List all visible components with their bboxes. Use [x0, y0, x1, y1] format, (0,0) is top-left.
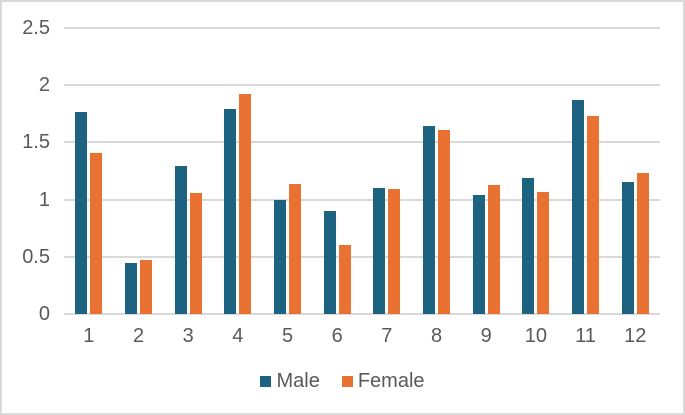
bar-female-10	[537, 191, 550, 314]
x-axis: 1 2 3 4 5 6 7 8 9 10 11 12	[64, 325, 660, 347]
gridline	[64, 84, 660, 87]
y-axis: 0 0.5 1 1.5 2 2.5	[2, 18, 50, 324]
legend-label-male: Male	[276, 370, 320, 392]
bar-group-1	[64, 28, 114, 314]
bar-male-3	[174, 166, 187, 314]
bar-female-5	[289, 183, 302, 314]
y-tick-label: 1.5	[22, 131, 50, 154]
y-tick-label: 0	[38, 303, 50, 325]
x-tick-label: 7	[381, 325, 393, 347]
x-tick-label: 4	[232, 325, 244, 347]
bar-male-5	[274, 199, 287, 314]
legend-item-female: Female	[341, 370, 425, 393]
bar-female-11	[587, 116, 600, 314]
bar-group-7	[362, 28, 412, 314]
bar-group-3	[163, 28, 213, 314]
x-tick-label: 10	[524, 325, 547, 347]
bar-male-10	[522, 177, 535, 314]
legend: Male Female	[2, 370, 683, 393]
bar-group-8	[412, 28, 462, 314]
x-tick-label: 9	[480, 325, 492, 347]
gridline	[64, 313, 660, 315]
bar-male-7	[373, 188, 386, 314]
gridline	[64, 255, 660, 258]
y-tick-label: 2	[38, 74, 50, 97]
bar-female-7	[388, 189, 401, 314]
x-tick-label: 12	[624, 325, 647, 347]
gridlines	[64, 27, 660, 315]
bar-male-12	[621, 182, 634, 314]
bar-female-8	[438, 129, 451, 314]
gridline	[64, 198, 660, 201]
bar-group-11	[561, 28, 611, 314]
bar-female-9	[487, 184, 500, 314]
y-tick-label: 2.5	[22, 17, 50, 39]
bar-female-4	[239, 94, 252, 314]
x-tick-label: 6	[331, 325, 343, 347]
legend-label-female: Female	[357, 370, 425, 392]
bar-group-9	[461, 28, 511, 314]
x-tick-label: 1	[83, 325, 95, 347]
bar-female-2	[140, 260, 152, 314]
x-tick-label: 5	[281, 325, 294, 347]
y-tick-label: 1	[38, 188, 50, 211]
plot-area	[64, 27, 660, 315]
bar-group-4	[213, 28, 263, 314]
bar-male-6	[323, 211, 336, 314]
bar-male-2	[125, 262, 137, 314]
bar-female-6	[338, 245, 351, 314]
gridline	[64, 141, 660, 144]
x-tick-label: 2	[132, 325, 145, 347]
bar-female-1	[90, 152, 103, 314]
bar-male-1	[75, 111, 88, 314]
bar-female-12	[636, 173, 649, 314]
male-swatch-icon	[260, 376, 272, 387]
bar-male-8	[423, 126, 436, 314]
x-tick-label: 11	[575, 325, 596, 347]
bar-female-3	[189, 192, 202, 314]
bar-group-6	[312, 28, 362, 314]
gridline	[64, 27, 660, 29]
female-swatch-icon	[341, 376, 353, 387]
legend-item-male: Male	[260, 370, 320, 393]
y-tick-label: 0.5	[22, 245, 50, 268]
bar-series-container	[64, 28, 660, 314]
x-tick-label: 8	[430, 325, 443, 347]
bar-group-10	[511, 28, 561, 314]
bar-male-4	[224, 109, 237, 314]
bar-group-2	[114, 28, 164, 314]
x-tick-label: 3	[182, 325, 194, 347]
bar-male-9	[472, 195, 485, 314]
bar-group-5	[263, 28, 313, 314]
bar-group-12	[610, 28, 660, 314]
bar-male-11	[572, 100, 585, 314]
